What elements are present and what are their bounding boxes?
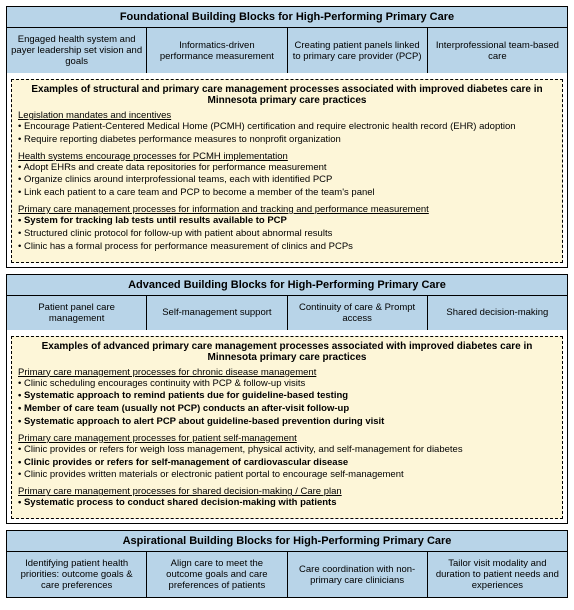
bullet-item: Encourage Patient-Centered Medical Home … [18,121,556,134]
bullet-item: Clinic scheduling encourages continuity … [18,378,556,391]
bullet-list: Adopt EHRs and create data repositories … [18,162,556,200]
bullet-list: Systematic process to conduct shared dec… [18,497,556,510]
bullet-item: Require reporting diabetes performance m… [18,134,556,147]
section-1: Advanced Building Blocks for High-Perfor… [6,274,568,525]
section-title: Aspirational Building Blocks for High-Pe… [7,531,567,552]
bullet-item: System for tracking lab tests until resu… [18,215,556,228]
bullet-list: Clinic provides or refers for weigh loss… [18,444,556,482]
bullet-item: Link each patient to a care team and PCP… [18,187,556,200]
block-cell: Care coordination with non-primary care … [288,552,428,597]
group-heading: Primary care management processes for pa… [18,433,556,444]
bullet-list: Clinic scheduling encourages continuity … [18,378,556,429]
bullet-item: Clinic provides or refers for self-manag… [18,457,556,470]
bullet-item: Systematic approach to remind patients d… [18,390,556,403]
bullet-item: Systematic process to conduct shared dec… [18,497,556,510]
blocks-row: Patient panel care managementSelf-manage… [7,296,567,330]
block-cell: Self-management support [147,296,287,330]
block-cell: Creating patient panels linked to primar… [288,28,428,73]
block-cell: Interprofessional team-based care [428,28,567,73]
bullet-item: Organize clinics around interprofessiona… [18,174,556,187]
bullet-item: Clinic provides or refers for weigh loss… [18,444,556,457]
block-cell: Informatics-driven performance measureme… [147,28,287,73]
block-cell: Align care to meet the outcome goals and… [147,552,287,597]
bullet-list: System for tracking lab tests until resu… [18,215,556,253]
block-cell: Identifying patient health priorities: o… [7,552,147,597]
bullet-item: Systematic approach to alert PCP about g… [18,416,556,429]
bullet-item: Structured clinic protocol for follow-up… [18,228,556,241]
group-heading: Primary care management processes for in… [18,204,556,215]
section-2: Aspirational Building Blocks for High-Pe… [6,530,568,598]
block-cell: Shared decision-making [428,296,567,330]
bullet-item: Clinic provides written materials or ele… [18,469,556,482]
examples-box: Examples of structural and primary care … [11,79,563,263]
diagram-root: Foundational Building Blocks for High-Pe… [6,6,568,598]
section-title: Advanced Building Blocks for High-Perfor… [7,275,567,296]
bullet-item: Member of care team (usually not PCP) co… [18,403,556,416]
group-heading: Health systems encourage processes for P… [18,151,556,162]
bullet-item: Clinic has a formal process for performa… [18,241,556,254]
blocks-row: Identifying patient health priorities: o… [7,552,567,597]
group-heading: Primary care management processes for sh… [18,486,556,497]
examples-title: Examples of structural and primary care … [18,84,556,106]
examples-title: Examples of advanced primary care manage… [18,341,556,363]
block-cell: Continuity of care & Prompt access [288,296,428,330]
block-cell: Tailor visit modality and duration to pa… [428,552,567,597]
bullet-item: Adopt EHRs and create data repositories … [18,162,556,175]
blocks-row: Engaged health system and payer leadersh… [7,28,567,73]
bullet-list: Encourage Patient-Centered Medical Home … [18,121,556,147]
block-cell: Patient panel care management [7,296,147,330]
section-title: Foundational Building Blocks for High-Pe… [7,7,567,28]
group-heading: Primary care management processes for ch… [18,367,556,378]
examples-box: Examples of advanced primary care manage… [11,336,563,520]
section-0: Foundational Building Blocks for High-Pe… [6,6,568,268]
group-heading: Legislation mandates and incentives [18,110,556,121]
block-cell: Engaged health system and payer leadersh… [7,28,147,73]
